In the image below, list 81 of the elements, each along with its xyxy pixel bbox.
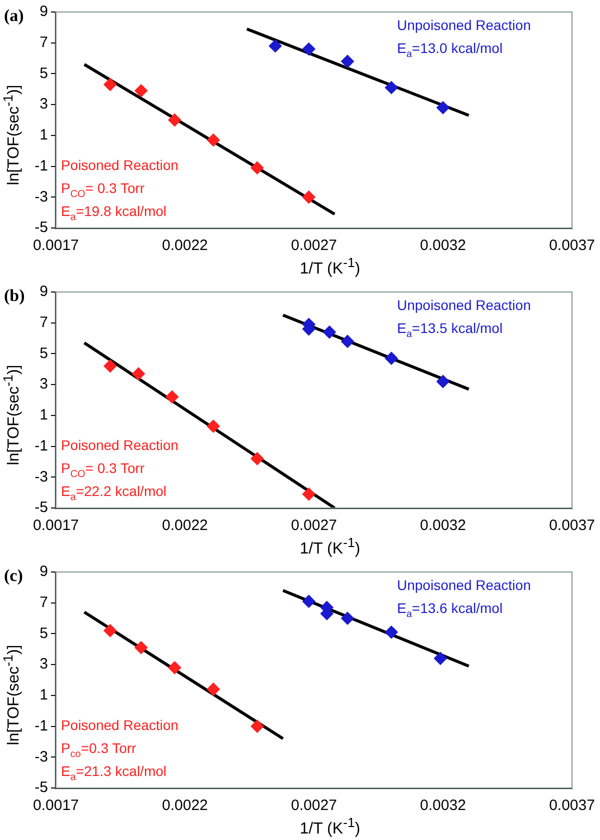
y-tick-label: 3 (40, 376, 48, 393)
point (436, 374, 450, 388)
x-tick-label: 0.0037 (549, 237, 595, 254)
point (384, 81, 398, 94)
x-axis-title: 1/T (K$^{-1}$) (298, 535, 362, 558)
point (322, 326, 336, 339)
y-tick-label: -5 (34, 779, 48, 796)
y-tick-label: -5 (34, 499, 48, 516)
point (134, 84, 148, 98)
y-tick-label: 5 (40, 344, 48, 362)
point (104, 360, 117, 373)
y-tick-label: -3 (34, 188, 48, 206)
y-tick-label: 7 (40, 34, 48, 51)
x-tick-label: 0.0032 (420, 517, 466, 534)
x-tick-label: 0.0032 (420, 237, 466, 254)
x-tick-label: 0.0037 (549, 517, 595, 534)
point (302, 488, 316, 501)
point (206, 682, 220, 696)
x-tick-label: 0.0032 (420, 797, 466, 814)
y-tick-label: -1 (34, 157, 48, 174)
y-tick-label: 5 (40, 624, 48, 642)
y-tick-label: 9 (40, 563, 48, 580)
x-tick-label: 0.0037 (549, 797, 595, 814)
x-tick-label: 0.0027 (291, 517, 337, 534)
point (134, 641, 148, 654)
point (302, 190, 316, 204)
y-tick-label: -5 (34, 219, 48, 236)
point (302, 594, 316, 608)
x-axis-title: 1/T (K$^{-1}$) (298, 815, 362, 838)
chart-title: (c) (4, 566, 23, 586)
point (384, 352, 398, 365)
point (168, 661, 182, 674)
y-tick-label: 1 (40, 126, 48, 144)
point (206, 134, 220, 147)
y-tick-label: 3 (40, 96, 48, 113)
y-tick-label: -1 (34, 717, 48, 734)
text: Unpoisoned Reaction (397, 297, 531, 313)
y-tick-label: 1 (40, 406, 48, 424)
y-tick-label: 9 (40, 283, 48, 300)
y-tick-label: 3 (40, 656, 48, 673)
point (166, 390, 179, 404)
x-tick-label: 0.0017 (32, 797, 79, 814)
y-tick-label: -3 (34, 468, 48, 486)
point (434, 652, 447, 665)
x-tick-label: 0.0027 (291, 237, 337, 254)
point (250, 161, 264, 174)
point (206, 420, 220, 433)
point (132, 367, 146, 380)
point (436, 101, 450, 114)
y-tick-label: 9 (40, 3, 48, 20)
point (341, 54, 354, 68)
x-tick-label: 0.0022 (162, 517, 208, 534)
x-tick-label: 0.0017 (32, 517, 79, 534)
point (341, 612, 354, 625)
text: Unpoisoned Reaction (397, 17, 531, 33)
text: Poisoned Reaction (60, 437, 178, 453)
y-tick-label: 7 (40, 594, 48, 611)
text: Unpoisoned Reaction (397, 577, 531, 593)
point (168, 114, 182, 126)
point (302, 42, 316, 56)
point (104, 78, 117, 92)
point (250, 452, 264, 466)
x-tick-label: 0.0022 (162, 237, 208, 254)
x-tick-label: 0.0027 (291, 797, 337, 814)
text: Poisoned Reaction (60, 717, 178, 733)
y-tick-label: 1 (40, 686, 48, 704)
y-tick-label: -1 (34, 437, 48, 454)
y-tick-label: 7 (40, 314, 48, 331)
point (384, 626, 398, 639)
x-tick-label: 0.0022 (162, 797, 208, 814)
y-tick-label: 5 (40, 64, 48, 82)
chart-title: (a) (4, 6, 24, 26)
point (268, 39, 282, 52)
x-tick-label: 0.0017 (32, 237, 79, 254)
x-axis-title: 1/T (K$^{-1}$) (298, 255, 362, 278)
point (341, 334, 354, 348)
chart-title: (b) (4, 286, 25, 306)
y-tick-label: -3 (34, 748, 48, 766)
point (250, 720, 264, 733)
text: Poisoned Reaction (60, 157, 178, 173)
point (104, 624, 117, 638)
